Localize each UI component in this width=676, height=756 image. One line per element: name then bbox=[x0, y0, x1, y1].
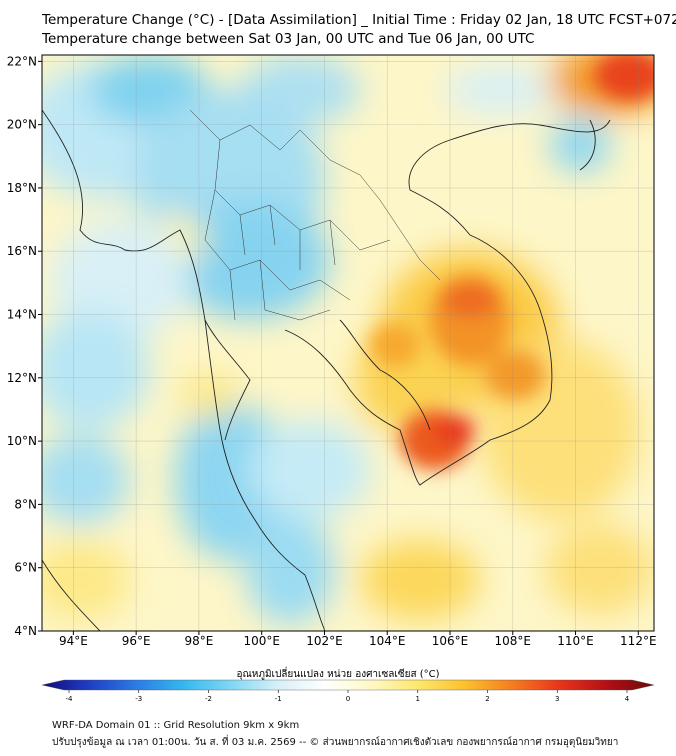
lon-tick-label: 102°E bbox=[306, 634, 343, 648]
colorbar-tick-label: 4 bbox=[625, 695, 630, 703]
longitude-axis: 94°E 96°E 98°E 100°E 102°E 104°E 106°E 108°E 110… bbox=[59, 631, 657, 648]
lat-tick-label: 12°N bbox=[7, 371, 37, 385]
coastlines bbox=[42, 109, 611, 631]
lat-tick-label: 18°N bbox=[7, 181, 37, 195]
colorbar-label: อุณหภูมิเปลี่ยนแปลง หน่วย องศาเซลเซียส (… bbox=[236, 669, 440, 680]
lat-tick-label: 6°N bbox=[14, 561, 37, 575]
footer-model-info: WRF-DA Domain 01 :: Grid Resolution 9km … bbox=[52, 720, 300, 731]
colorbar-bar bbox=[41, 679, 655, 691]
colorbar: -4 -3 -2 -1 0 1 2 3 4 bbox=[41, 679, 655, 703]
lon-tick-label: 106°E bbox=[432, 634, 469, 648]
province-borders bbox=[189, 109, 441, 321]
lon-tick-label: 98°E bbox=[184, 634, 213, 648]
lon-tick-label: 110°E bbox=[557, 634, 594, 648]
lat-tick-label: 4°N bbox=[14, 624, 37, 638]
lon-tick-label: 112°E bbox=[620, 634, 657, 648]
lon-tick-label: 96°E bbox=[122, 634, 151, 648]
lat-tick-label: 20°N bbox=[7, 118, 37, 132]
colorbar-tick-label: -4 bbox=[66, 695, 74, 703]
lat-tick-label: 8°N bbox=[14, 497, 37, 511]
lat-tick-label: 14°N bbox=[7, 308, 37, 322]
colorbar-tick-label: 3 bbox=[555, 695, 559, 703]
lon-tick-label: 100°E bbox=[243, 634, 280, 648]
lon-tick-label: 94°E bbox=[59, 634, 88, 648]
colorbar-tick-label: -1 bbox=[275, 695, 282, 703]
lon-tick-label: 108°E bbox=[495, 634, 532, 648]
lat-tick-label: 10°N bbox=[7, 434, 37, 448]
latitude-axis: 22°N 20°N 18°N 16°N 14°N 12°N 10°N 8°N 6°N 4°N bbox=[7, 54, 42, 638]
colorbar-tick-label: -3 bbox=[135, 695, 142, 703]
map-subtitle: Temperature change between Sat 03 Jan, 0… bbox=[42, 31, 535, 47]
colorbar-ticks: -4 -3 -2 -1 0 1 2 3 4 bbox=[66, 690, 630, 703]
colorbar-tick-label: 0 bbox=[346, 695, 350, 703]
graticule bbox=[42, 55, 654, 631]
lat-tick-label: 22°N bbox=[7, 54, 37, 68]
temperature-field bbox=[42, 55, 654, 631]
colorbar-tick-label: -2 bbox=[205, 695, 212, 703]
colorbar-tick-label: 1 bbox=[416, 695, 420, 703]
map-title: Temperature Change (°C) - [Data Assimila… bbox=[42, 12, 676, 28]
lat-tick-label: 16°N bbox=[7, 244, 37, 258]
temperature-change-map: 94°E 96°E 98°E 100°E 102°E 104°E 106°E 108°E 110… bbox=[7, 54, 657, 703]
colorbar-tick-label: 2 bbox=[485, 695, 489, 703]
footer-credit: ปรับปรุงข้อมูล ณ เวลา 01:00น. วัน ส. ที่… bbox=[52, 737, 619, 748]
lon-tick-label: 104°E bbox=[369, 634, 406, 648]
map-frame bbox=[41, 54, 655, 632]
